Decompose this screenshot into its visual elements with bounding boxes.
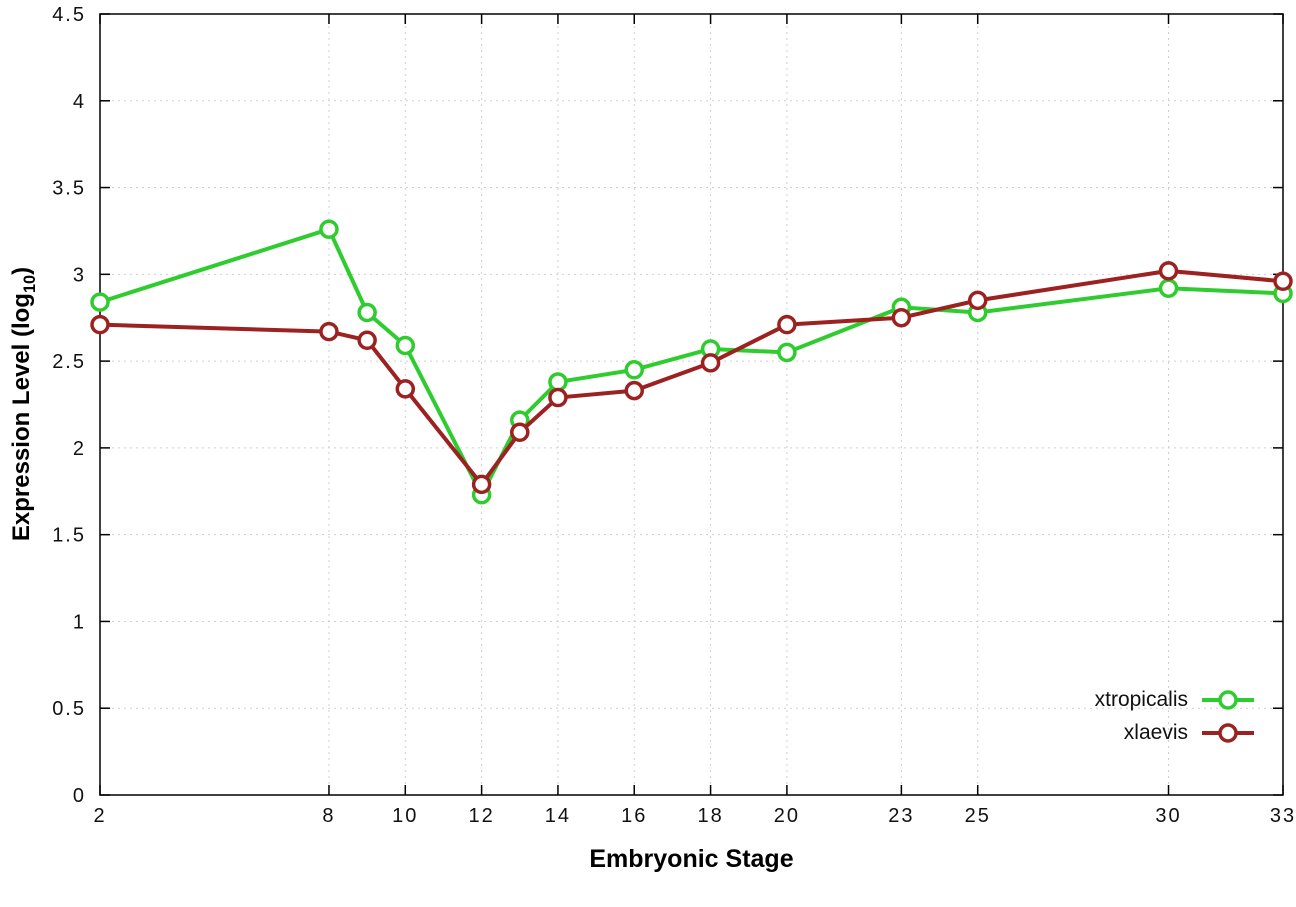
data-point-xlaevis bbox=[471, 474, 492, 495]
y-axis-label-subscript: 10 bbox=[20, 274, 39, 294]
data-point-xlaevis bbox=[1158, 261, 1179, 281]
legend-item-xlaevis: xlaevis bbox=[1124, 721, 1256, 745]
legend-item-xtropicalis: xtropicalis bbox=[1095, 688, 1256, 712]
data-point-xtropicalis bbox=[90, 292, 110, 312]
data-point-xlaevis bbox=[357, 330, 377, 351]
data-point-xlaevis bbox=[1273, 271, 1293, 292]
data-point-xlaevis bbox=[548, 387, 568, 408]
plot-border bbox=[99, 13, 1284, 796]
y-tick-label: 0.5 bbox=[52, 698, 86, 720]
y-axis-label: Expression Level (log10) bbox=[8, 267, 40, 541]
legend-label-xtropicalis: xtropicalis bbox=[1094, 688, 1188, 711]
data-point-xlaevis bbox=[967, 290, 988, 311]
data-point-xlaevis bbox=[510, 422, 530, 443]
data-point-xtropicalis bbox=[777, 342, 797, 363]
y-tick-label: 4 bbox=[73, 91, 86, 113]
data-point-xtropicalis bbox=[1158, 278, 1179, 298]
y-tick-label: 0 bbox=[73, 785, 86, 807]
data-point-xlaevis bbox=[891, 307, 912, 328]
data-point-xtropicalis bbox=[357, 302, 377, 323]
x-tick-label: 12 bbox=[468, 805, 494, 827]
x-tick-label: 20 bbox=[774, 805, 800, 827]
data-point-xlaevis bbox=[777, 314, 797, 335]
y-tick-label: 4.5 bbox=[52, 4, 86, 26]
legend: xtropicalis xlaevis bbox=[1095, 688, 1256, 745]
x-tick-label: 14 bbox=[545, 805, 571, 827]
x-axis-label: Embryonic Stage bbox=[589, 845, 794, 873]
legend-sample-xtropicalis bbox=[1202, 690, 1254, 710]
x-tick-label: 16 bbox=[621, 805, 647, 827]
x-tick-label: 33 bbox=[1270, 805, 1296, 827]
x-tick-label: 2 bbox=[93, 805, 106, 827]
data-point-xlaevis bbox=[700, 353, 721, 373]
legend-marker-icon bbox=[1218, 690, 1238, 710]
y-tick-label: 1.5 bbox=[52, 525, 86, 547]
legend-marker-icon bbox=[1218, 723, 1238, 743]
x-tick-label: 23 bbox=[888, 805, 914, 827]
y-tick-label: 2 bbox=[73, 438, 86, 460]
x-tick-label: 8 bbox=[322, 805, 335, 827]
y-axis-label-text: Expression Level (log bbox=[8, 293, 36, 542]
data-point-xtropicalis bbox=[319, 219, 339, 239]
y-tick-label: 3.5 bbox=[52, 178, 86, 200]
y-tick-label: 2.5 bbox=[52, 351, 86, 373]
y-axis-label-suffix: ) bbox=[8, 266, 36, 275]
legend-label-xlaevis: xlaevis bbox=[1123, 721, 1188, 744]
x-tick-label: 10 bbox=[392, 805, 418, 827]
legend-sample-xlaevis bbox=[1202, 723, 1254, 743]
x-tick-label: 18 bbox=[697, 805, 723, 827]
data-point-xtropicalis bbox=[548, 372, 568, 392]
y-tick-label: 1 bbox=[73, 611, 86, 633]
x-tick-label: 30 bbox=[1155, 805, 1181, 827]
data-point-xtropicalis bbox=[395, 335, 416, 356]
data-point-xlaevis bbox=[395, 379, 416, 399]
data-point-xlaevis bbox=[90, 314, 110, 335]
data-point-xtropicalis bbox=[624, 360, 645, 380]
series-line-xlaevis bbox=[98, 268, 1285, 487]
series-line-xtropicalis bbox=[98, 227, 1285, 497]
x-tick-label: 25 bbox=[965, 805, 991, 827]
data-point-xlaevis bbox=[319, 321, 339, 342]
data-point-xlaevis bbox=[624, 380, 645, 401]
y-tick-label: 3 bbox=[73, 264, 86, 286]
